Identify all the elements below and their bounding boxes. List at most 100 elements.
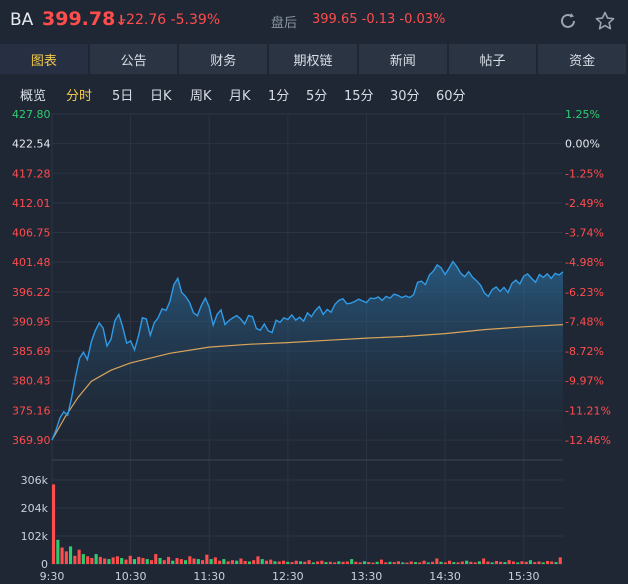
volume-bar (107, 559, 111, 564)
volume-bar (222, 559, 226, 564)
volume-bar (490, 562, 494, 564)
volume-bar (218, 560, 222, 564)
period-2[interactable]: 5日 (112, 89, 134, 104)
volume-bar (273, 561, 277, 564)
time-tick-label: 15:30 (508, 570, 540, 583)
volume-bar (311, 562, 315, 564)
tab-1[interactable]: 公告 (89, 44, 178, 74)
period-6[interactable]: 1分 (268, 89, 290, 104)
volume-bar (60, 547, 64, 564)
volume-bar (524, 561, 528, 564)
price-tick-label: 417.28 (12, 167, 51, 180)
volume-bar (367, 562, 371, 564)
volume-bar (205, 554, 209, 564)
volume-bar (158, 558, 162, 564)
volume-bar (396, 561, 400, 564)
percent-tick-label: -8.72% (565, 345, 604, 358)
percent-tick-label: -3.74% (565, 227, 604, 240)
tab-5[interactable]: 帖子 (448, 44, 537, 74)
volume-bar (379, 559, 383, 564)
price-tick-label: 385.69 (12, 345, 51, 358)
period-5[interactable]: 月K (229, 89, 251, 104)
price-tick-label: 390.95 (12, 315, 51, 328)
volume-bar (290, 562, 294, 564)
volume-bar (358, 562, 362, 564)
volume-bar (494, 561, 498, 564)
volume-bar (209, 559, 213, 564)
volume-bar (98, 556, 102, 564)
volume-bar (328, 561, 332, 564)
price-tick-label: 427.80 (12, 108, 51, 121)
tab-4[interactable]: 新闻 (358, 44, 447, 74)
period-10[interactable]: 60分 (436, 89, 466, 104)
volume-bar (371, 562, 375, 564)
volume-bar (439, 561, 443, 564)
volume-bar (171, 560, 175, 564)
period-7[interactable]: 5分 (306, 89, 328, 104)
volume-bar (460, 561, 464, 564)
volume-bar (516, 562, 520, 564)
period-4[interactable]: 周K (190, 89, 212, 104)
volume-bar (414, 562, 418, 564)
volume-bar (282, 560, 286, 564)
percent-tick-label: -1.25% (565, 167, 604, 180)
time-tick-label: 10:30 (115, 570, 147, 583)
volume-bar (252, 560, 256, 564)
volume-bar (69, 546, 73, 564)
volume-tick-label: 204k (21, 502, 49, 515)
price-tick-label: 412.01 (12, 197, 51, 210)
intraday-chart[interactable]: 427.80 422.54 417.28 412.01 406.75 401.48 396.… (0, 106, 628, 584)
tab-6[interactable]: 资金 (538, 44, 627, 74)
time-tick-label: 11:30 (193, 570, 225, 583)
average-price-line (51, 324, 564, 441)
price-tick-label: 380.43 (12, 375, 51, 388)
percent-tick-label: 0.00% (565, 138, 600, 151)
volume-bar (175, 558, 179, 564)
volume-bar (477, 561, 481, 564)
volume-bar (418, 562, 422, 564)
period-9[interactable]: 30分 (390, 89, 420, 104)
volume-bar (86, 556, 90, 564)
volume-bar (154, 554, 158, 564)
volume-bar (260, 559, 264, 564)
volume-bar (384, 562, 388, 564)
price-area (52, 261, 563, 440)
volume-bar (256, 556, 260, 564)
refresh-icon[interactable] (557, 10, 579, 32)
star-icon[interactable] (594, 10, 616, 32)
volume-bar (115, 556, 119, 564)
tab-0[interactable]: 图表 (0, 44, 88, 74)
period-3[interactable]: 日K (150, 89, 172, 104)
period-0[interactable]: 概览 (20, 89, 47, 104)
price-tick-label: 396.22 (12, 286, 51, 299)
period-selector: 概览 分时 5日 日K 周K 月K 1分 5分 15分 30分 60分 (0, 80, 628, 106)
volume-bar (235, 560, 239, 564)
tab-2[interactable]: 财务 (179, 44, 268, 74)
tab-3[interactable]: 期权链 (269, 44, 357, 74)
volume-bar (554, 562, 558, 564)
volume-bar (201, 560, 205, 564)
section-tabs: 图表 公告 财务 期权链 新闻 帖子 资金 (0, 44, 628, 76)
volume-bar (511, 561, 515, 564)
time-tick-label: 14:30 (429, 570, 461, 583)
volume-bar (137, 556, 141, 564)
volume-bar (499, 561, 503, 564)
volume-bar (128, 555, 132, 564)
volume-bar (132, 559, 136, 564)
volume-bar (409, 561, 413, 564)
time-tick-label: 12:30 (272, 570, 304, 583)
volume-bar (528, 560, 532, 564)
volume-bar (230, 560, 234, 564)
period-1[interactable]: 分时 (66, 89, 93, 104)
volume-bar (269, 559, 273, 564)
volume-bar (149, 560, 153, 564)
volume-bar (141, 558, 145, 564)
period-8[interactable]: 15分 (344, 89, 374, 104)
volume-bar (533, 562, 537, 564)
volume-bar (320, 560, 324, 564)
volume-bar (264, 560, 268, 564)
volume-bar (286, 561, 290, 564)
percent-tick-label: -11.21% (565, 404, 611, 417)
volume-bar (247, 561, 251, 564)
volume-bar (482, 558, 486, 564)
